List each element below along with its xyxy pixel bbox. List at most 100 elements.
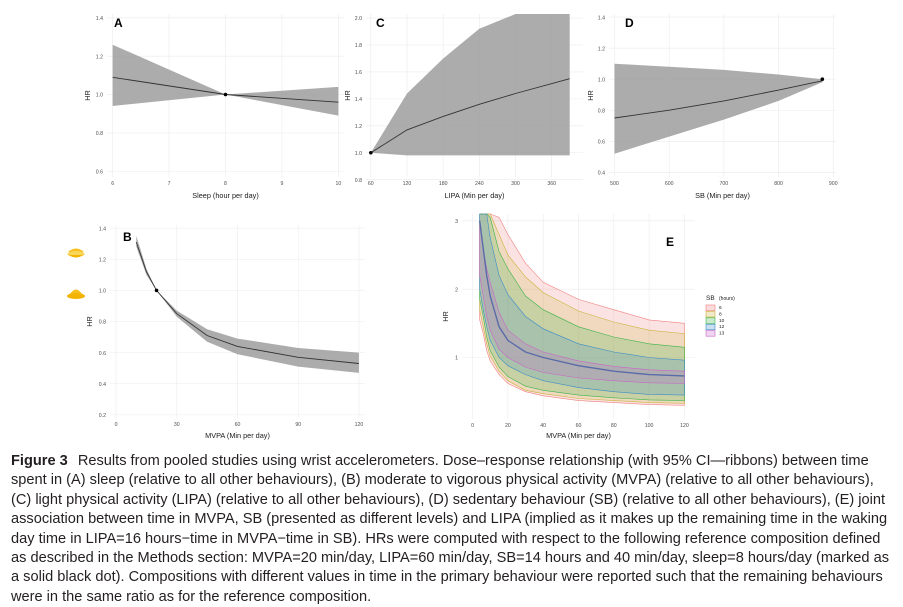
x-tick-label-b: 120 bbox=[355, 422, 364, 428]
ci-ribbon-b bbox=[136, 235, 359, 373]
figure-label: Figure 3 bbox=[11, 453, 68, 469]
y-tick-label-e: 1 bbox=[455, 356, 458, 362]
x-tick-label-d: 500 bbox=[610, 181, 619, 187]
y-tick-label-c: 1.8 bbox=[355, 43, 362, 49]
x-tick-label-d: 800 bbox=[774, 181, 783, 187]
ci-ribbon-c bbox=[370, 14, 570, 156]
reference-dot-b bbox=[154, 288, 159, 293]
y-tick-label-c: 2.0 bbox=[355, 16, 362, 22]
x-tick-label-d: 700 bbox=[720, 181, 729, 187]
x-axis-label-b: MVPA (Min per day) bbox=[205, 431, 270, 440]
legend-label-sb-10: 10 bbox=[719, 318, 725, 324]
ribbon-sb-13 bbox=[479, 220, 685, 384]
ribbon-sb-6 bbox=[479, 213, 685, 406]
y-axis-label-e: HR bbox=[441, 311, 450, 322]
y-tick-label-b: 0.8 bbox=[99, 320, 106, 326]
y-tick-label-a: 0.8 bbox=[96, 131, 103, 137]
y-tick-label-c: 1.0 bbox=[355, 151, 362, 157]
y-tick-label-b: 0.2 bbox=[99, 413, 106, 419]
figure-caption-text: Results from pooled studies using wrist … bbox=[11, 453, 890, 605]
x-tick-label-e: 40 bbox=[540, 423, 546, 429]
hr-line-c bbox=[370, 78, 570, 154]
legend-title: SB bbox=[706, 295, 715, 302]
x-tick-label-b: 0 bbox=[115, 422, 118, 428]
x-tick-label-e: 20 bbox=[505, 423, 511, 429]
x-tick-label-c: 60 bbox=[368, 181, 374, 187]
panel-letter-b: B bbox=[123, 230, 132, 244]
hr-line-d bbox=[614, 80, 823, 119]
y-tick-label-b: 0.4 bbox=[99, 382, 106, 388]
y-tick-label-d: 0.6 bbox=[598, 139, 605, 145]
legend-label-sb-13: 13 bbox=[719, 331, 725, 337]
x-axis-label-d: SB (Min per day) bbox=[695, 191, 750, 200]
x-tick-label-c: 300 bbox=[511, 181, 520, 187]
x-tick-label-b: 90 bbox=[295, 422, 301, 428]
x-axis-label-c: LIPA (Min per day) bbox=[445, 191, 505, 200]
x-tick-label-e: 120 bbox=[680, 423, 689, 429]
ribbon-sb-12 bbox=[479, 213, 685, 396]
x-tick-label-d: 900 bbox=[829, 181, 838, 187]
x-tick-label-e: 0 bbox=[471, 423, 474, 429]
x-tick-label-c: 120 bbox=[403, 181, 412, 187]
x-tick-label-d: 600 bbox=[665, 181, 674, 187]
reference-dot-d bbox=[820, 77, 825, 81]
panel-letter-c: C bbox=[376, 16, 385, 30]
y-tick-label-e: 3 bbox=[455, 219, 458, 225]
legend-label-sb-6: 6 bbox=[719, 305, 722, 311]
y-axis-label-b: HR bbox=[85, 316, 94, 327]
ci-ribbon-a bbox=[112, 44, 339, 116]
plot-c: 0.8 1.0 1.2 1.4 1.6 1.8 2.0 60 120 180 240 300 360 LI… bbox=[343, 14, 583, 200]
ribbon-sb-8 bbox=[479, 213, 685, 404]
y-tick-label-d: 0.8 bbox=[598, 108, 605, 114]
hr-line-e bbox=[479, 220, 685, 377]
y-tick-label-a: 1.4 bbox=[96, 16, 103, 22]
panel-letter-d: D bbox=[625, 16, 634, 30]
y-tick-label-d: 0.4 bbox=[598, 171, 605, 177]
legend-swatch-sb-8 bbox=[705, 311, 716, 318]
sun-low-icon bbox=[66, 246, 86, 260]
legend-swatch-sb-12 bbox=[705, 323, 716, 331]
y-tick-label-d: 1.2 bbox=[598, 46, 605, 52]
y-tick-label-a: 1.0 bbox=[96, 93, 103, 99]
y-tick-label-c: 1.2 bbox=[355, 124, 362, 130]
y-tick-label-e: 2 bbox=[455, 287, 458, 293]
y-tick-label-a: 1.2 bbox=[96, 54, 103, 60]
y-tick-label-b: 1.2 bbox=[99, 257, 106, 263]
x-tick-label-a: 6 bbox=[111, 181, 114, 187]
plot-d: 0.4 0.6 0.8 1.0 1.2 1.4 500 600 700 800 900 SB (Min… bbox=[586, 14, 838, 200]
y-tick-label-d: 1.0 bbox=[598, 77, 605, 83]
legend-label-sb-8: 8 bbox=[719, 311, 722, 317]
y-tick-label-d: 1.4 bbox=[598, 15, 605, 21]
y-tick-label-b: 1.0 bbox=[99, 289, 106, 295]
y-tick-label-a: 0.6 bbox=[96, 169, 103, 175]
legend-swatch-sb-13 bbox=[705, 330, 716, 337]
reference-dot-a bbox=[223, 92, 228, 97]
panel-letter-e: E bbox=[666, 235, 674, 249]
x-tick-label-a: 10 bbox=[335, 181, 341, 187]
y-tick-label-b: 0.6 bbox=[99, 351, 106, 357]
y-axis-label-c: HR bbox=[343, 90, 352, 101]
x-tick-label-c: 180 bbox=[439, 181, 448, 187]
x-tick-label-a: 9 bbox=[280, 181, 283, 187]
panel-letter-a: A bbox=[114, 16, 123, 30]
y-axis-label-d: HR bbox=[586, 90, 595, 101]
x-tick-label-b: 30 bbox=[174, 422, 180, 428]
x-tick-label-e: 60 bbox=[576, 423, 582, 429]
y-tick-label-c: 1.6 bbox=[355, 70, 362, 76]
x-axis-label-a: Sleep (hour per day) bbox=[192, 191, 259, 200]
reference-dot-c bbox=[369, 150, 373, 155]
x-axis-label-e: MVPA (Min per day) bbox=[546, 431, 611, 440]
legend-swatch-sb-6 bbox=[705, 304, 716, 311]
hr-line-b bbox=[135, 241, 359, 364]
x-tick-label-c: 360 bbox=[547, 181, 556, 187]
x-tick-label-e: 80 bbox=[611, 423, 617, 429]
ci-ribbon-d bbox=[614, 63, 823, 154]
figure-caption: Figure 3 Results from pooled studies usi… bbox=[11, 452, 893, 607]
x-tick-label-b: 60 bbox=[235, 422, 241, 428]
y-tick-label-c: 0.8 bbox=[355, 178, 362, 184]
y-tick-label-b: 1.4 bbox=[99, 226, 106, 232]
x-tick-label-c: 240 bbox=[475, 181, 484, 187]
x-tick-label-a: 8 bbox=[224, 181, 227, 187]
